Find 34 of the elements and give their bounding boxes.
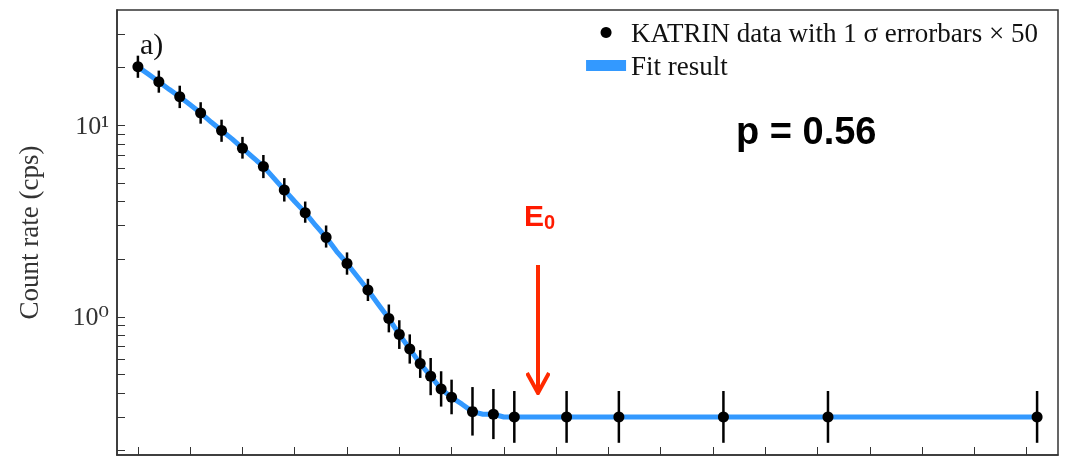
point	[216, 124, 228, 136]
point	[383, 313, 395, 325]
point	[414, 358, 426, 370]
point	[613, 411, 625, 423]
point	[561, 411, 573, 423]
point	[257, 160, 269, 172]
y-tick-label: 10¹	[75, 110, 109, 140]
point	[320, 231, 332, 243]
point	[425, 370, 437, 382]
point	[362, 284, 374, 296]
point	[299, 207, 311, 219]
y-tick-label: 10⁰	[72, 302, 109, 332]
y-axis-title: Count rate (cps)	[13, 145, 44, 320]
point	[195, 107, 207, 119]
point	[278, 184, 290, 196]
point	[822, 411, 834, 423]
point	[132, 61, 144, 73]
point	[174, 91, 186, 103]
point	[341, 257, 353, 269]
point	[435, 383, 447, 395]
point	[446, 391, 458, 403]
annotation: a)	[140, 26, 164, 61]
point	[487, 408, 499, 420]
legend-label: KATRIN data with 1 σ errorbars × 50	[631, 17, 1039, 48]
point	[236, 142, 248, 154]
point	[404, 343, 416, 355]
point	[717, 411, 729, 423]
annotation: p = 0.56	[736, 110, 877, 152]
legend-label: Fit result	[631, 50, 729, 81]
point	[153, 76, 165, 88]
point	[467, 406, 478, 418]
point	[508, 411, 520, 423]
point	[393, 328, 405, 340]
point	[1031, 411, 1043, 423]
